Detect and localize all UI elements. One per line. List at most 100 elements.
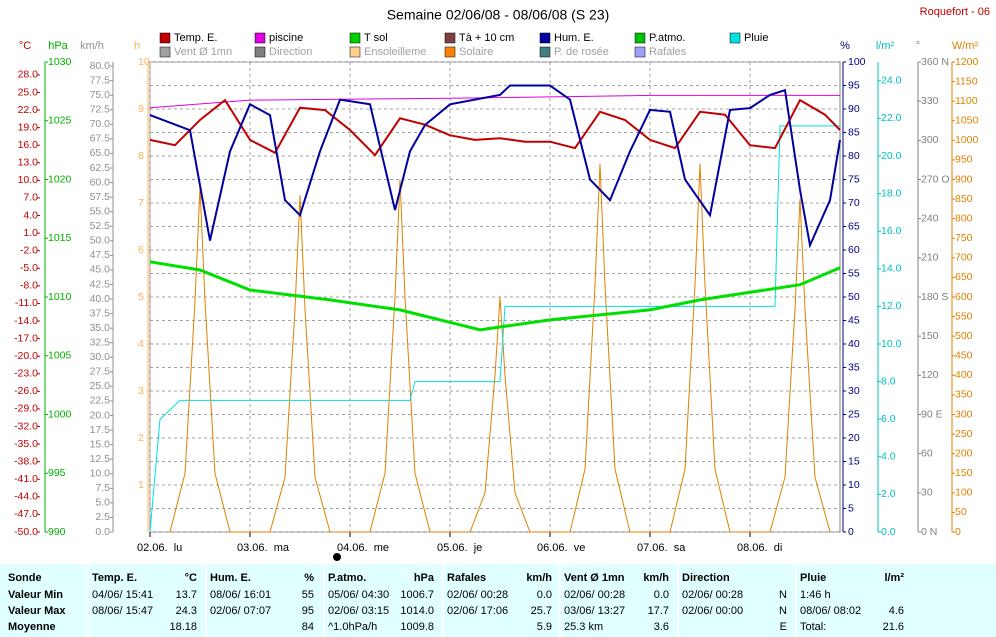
- y-tick-label: 1.0: [23, 227, 38, 239]
- series-line: [149, 84, 841, 249]
- column-title: Temp. E.: [92, 572, 137, 584]
- y-tick-label: 1005: [48, 350, 72, 362]
- y-tick-label: 550: [955, 310, 973, 322]
- cell-value: 17.7: [648, 605, 669, 617]
- column-title: Sonde: [8, 572, 42, 584]
- y-tick-label: 120: [921, 369, 939, 381]
- y-tick-label: 50.0: [90, 235, 111, 247]
- y-tick-label: 200: [955, 447, 973, 459]
- cell-left: 02/06/ 00:00: [682, 605, 743, 617]
- y-tick-label: 50: [848, 291, 860, 303]
- y-tick-label: 20.0: [881, 150, 902, 162]
- y-tick-label: 4.0: [881, 451, 896, 463]
- y-tick-label: 28.0: [18, 69, 39, 81]
- y-tick-label: 19.0: [18, 121, 39, 133]
- y-tick-label: 995: [48, 467, 66, 479]
- legend-label: Solaire: [459, 46, 493, 58]
- cell-left: 05/06/ 04:30: [328, 589, 389, 601]
- legend-label: Pluie: [744, 32, 768, 44]
- legend-swatch: [634, 32, 646, 44]
- y-tick-label: 32.5: [90, 336, 111, 348]
- y-tick-label: 7.5: [95, 482, 110, 494]
- legend-swatch: [444, 46, 456, 58]
- legend-label: Direction: [269, 46, 312, 58]
- x-tick-label: 06.06. ve: [537, 542, 585, 554]
- cell-left: 08/06/ 08:02: [800, 605, 861, 617]
- cell-left: 03/06/ 13:27: [564, 605, 625, 617]
- cell-left: Valeur Min: [8, 589, 63, 601]
- legend-label: P. de rosée: [554, 46, 609, 58]
- y-tick-label: 360 N: [921, 56, 949, 68]
- y-tick-label: 2.0: [881, 488, 896, 500]
- y-tick-label: 67.5: [90, 133, 111, 145]
- column-title: Rafales: [447, 572, 486, 584]
- y-tick-label: 800: [955, 212, 973, 224]
- y-tick-label: 400: [955, 369, 973, 381]
- y-tick-label: 300: [955, 408, 973, 420]
- cell-left: 08/06/ 15:47: [92, 605, 153, 617]
- cell-value: 18.18: [169, 621, 197, 633]
- cell-left: 04/06/ 15:41: [92, 589, 153, 601]
- y-tick-label: -29.0: [14, 403, 38, 415]
- y-tick-label: 50: [955, 506, 967, 518]
- legend-swatch: [349, 32, 361, 44]
- y-tick-label: -20.0: [14, 350, 38, 362]
- y-tick-label: 20: [848, 432, 860, 444]
- cell-value: N: [779, 605, 787, 617]
- now-marker: [333, 553, 341, 561]
- y-tick-label: 5.0: [95, 497, 110, 509]
- y-tick-label: 450: [955, 350, 973, 362]
- y-tick-label: 95: [848, 79, 860, 91]
- y-tick-label: 65: [848, 220, 860, 232]
- legend-swatch: [729, 32, 741, 44]
- series-line: [149, 98, 841, 157]
- y-tick-label: 80: [848, 150, 860, 162]
- y-tick-label: -50.0: [14, 526, 38, 538]
- axis-unit: km/h: [80, 40, 104, 52]
- chart-title: Semaine 02/06/08 - 08/06/08 (S 23): [387, 7, 610, 23]
- y-tick-label: 17.5: [90, 424, 111, 436]
- y-tick-label: 22.0: [881, 112, 902, 124]
- y-tick-label: -47.0: [14, 508, 38, 520]
- y-tick-label: 350: [955, 389, 973, 401]
- y-tick-label: 14.0: [881, 263, 902, 275]
- y-tick-label: 1150: [955, 75, 978, 87]
- axis-unit: %: [840, 40, 850, 52]
- cell-value: 1006.7: [400, 589, 434, 601]
- y-tick-label: 2.5: [95, 511, 110, 523]
- y-tick-label: 57.5: [90, 191, 111, 203]
- cell-left: 02/06/ 00:28: [564, 589, 625, 601]
- legend-swatch: [159, 46, 171, 58]
- series-line: [169, 163, 831, 533]
- y-tick-label: 42.5: [90, 278, 111, 290]
- y-tick-label: -44.0: [14, 491, 38, 503]
- y-tick-label: 900: [955, 173, 973, 185]
- y-tick-label: 270 O: [921, 173, 950, 185]
- column-title: Vent Ø 1mn: [564, 572, 625, 584]
- y-tick-label: 85: [848, 126, 860, 138]
- cell-left: ^1.0hPa/h: [328, 621, 377, 633]
- axis-unit: l/m²: [876, 40, 895, 52]
- x-tick-label: 03.06. ma: [237, 542, 290, 554]
- y-tick-label: 1020: [48, 173, 72, 185]
- axis-unit: h: [134, 40, 140, 52]
- cell-left: Moyenne: [8, 621, 56, 633]
- cell-value: 3.6: [654, 621, 669, 633]
- y-tick-label: 60: [921, 447, 933, 459]
- y-tick-label: 9: [138, 103, 144, 115]
- y-tick-label: 75.0: [90, 89, 111, 101]
- cell-value: 25.7: [531, 605, 552, 617]
- y-tick-label: 8: [138, 150, 144, 162]
- series-line: [149, 125, 840, 533]
- y-tick-label: -5.0: [20, 262, 38, 274]
- legend-label: Rafales: [649, 46, 687, 58]
- y-tick-label: 10: [848, 479, 860, 491]
- cell-left: 25.3 km: [564, 621, 603, 633]
- column-title: Hum. E.: [210, 572, 251, 584]
- y-tick-label: 37.5: [90, 307, 111, 319]
- legend-label: T sol: [364, 32, 388, 44]
- cell-value: 55: [302, 589, 314, 601]
- y-tick-label: 4.0: [23, 209, 38, 221]
- y-tick-label: 52.5: [90, 220, 111, 232]
- y-tick-label: 16.0: [18, 139, 39, 151]
